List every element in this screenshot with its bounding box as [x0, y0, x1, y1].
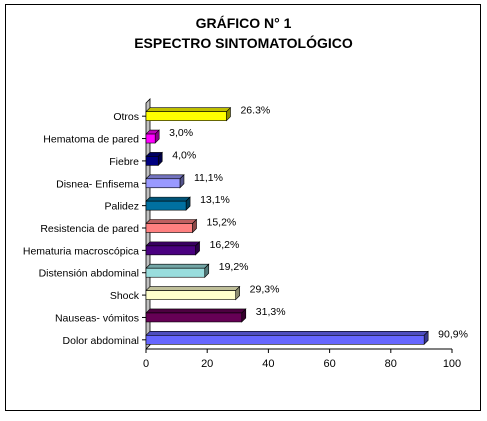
chart-title: GRÁFICO N° 1 [195, 15, 292, 31]
category-label: Dolor abdominal [63, 335, 139, 347]
data-label: 13,1% [200, 194, 230, 206]
category-label: Otros [113, 111, 139, 123]
data-label: 11,1% [194, 172, 223, 184]
x-tick-label: 20 [201, 358, 213, 370]
bar-top [145, 263, 210, 269]
category-label: Hematoma de pared [43, 134, 139, 146]
data-label: 90,9% [438, 328, 468, 340]
chart-subtitle: ESPECTRO SINTOMATOLÓGICO [134, 35, 353, 51]
bar [145, 133, 156, 144]
category-label: Palidez [105, 201, 139, 213]
bar [145, 156, 159, 166]
data-label: 16,2% [210, 239, 240, 251]
bar-top [145, 196, 191, 202]
bar-top [145, 219, 198, 224]
bar-top [145, 331, 429, 336]
x-tick-label: 60 [323, 358, 335, 370]
bar-top [145, 308, 247, 314]
bar [145, 267, 206, 278]
data-label: 3,0% [169, 127, 193, 139]
bar-top [145, 241, 201, 247]
data-label: 26.3% [240, 105, 270, 117]
category-label: Disnea- Enfisema [56, 178, 139, 190]
category-label: Nauseas- vómitos [55, 312, 139, 324]
bar [145, 290, 236, 300]
category-label: Shock [110, 290, 140, 302]
bar [145, 200, 187, 211]
x-tick-label: 80 [385, 358, 397, 370]
bar [145, 245, 196, 256]
bar-top [145, 286, 241, 291]
bar-top [145, 107, 232, 112]
category-label: Distensión abdominal [39, 268, 139, 280]
data-label: 15,2% [207, 217, 237, 229]
x-tick-label: 40 [262, 358, 274, 370]
bar [145, 312, 243, 323]
data-label: 4,0% [172, 149, 196, 161]
bar [145, 335, 425, 345]
bar [145, 178, 181, 189]
category-label: Fiebre [109, 156, 139, 168]
x-tick-label: 100 [443, 358, 461, 370]
bar [145, 111, 227, 121]
data-label: 31,3% [256, 306, 286, 318]
data-label: 29,3% [250, 284, 280, 296]
category-label: Hematuria macroscópica [23, 245, 139, 257]
bar [145, 223, 193, 233]
bar-top [145, 174, 185, 180]
data-label: 19,2% [219, 261, 249, 273]
x-tick-label: 0 [143, 358, 149, 370]
category-label: Resistencia de pared [40, 223, 139, 235]
